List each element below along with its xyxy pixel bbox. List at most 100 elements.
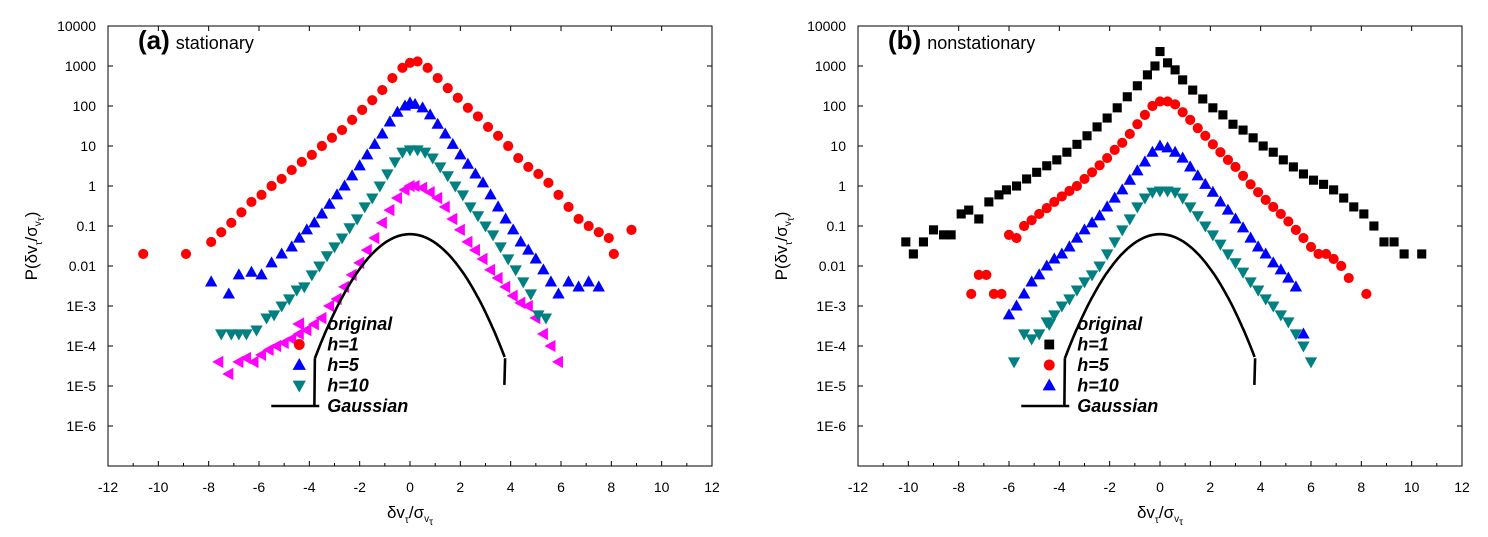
data-point <box>260 313 273 325</box>
data-point <box>1236 267 1250 279</box>
data-point <box>491 200 505 212</box>
legend-item: Gaussian <box>1021 396 1158 416</box>
data-point <box>315 207 329 219</box>
data-point <box>343 223 356 235</box>
y-tick-label: 1000 <box>65 58 96 74</box>
data-point <box>509 265 522 277</box>
data-point <box>1070 285 1084 297</box>
data-point <box>1369 221 1379 231</box>
data-point <box>390 191 402 205</box>
data-point <box>1063 240 1076 252</box>
data-point <box>212 355 224 369</box>
y-axis-label-sub2: τ <box>786 217 797 221</box>
data-point <box>1079 173 1090 185</box>
x-tick-label: 2 <box>456 479 464 495</box>
plot-frame <box>857 25 1463 467</box>
data-point <box>1108 237 1121 249</box>
series-gaussian <box>313 232 507 407</box>
y-tick-label: 1E-4 <box>66 338 96 354</box>
data-point <box>1258 141 1268 151</box>
x-tick-label: 6 <box>557 479 565 495</box>
data-point <box>1192 123 1203 134</box>
data-point <box>1245 179 1256 190</box>
data-point <box>1319 179 1329 189</box>
data-point <box>1339 193 1349 203</box>
data-point <box>1150 61 1160 71</box>
data-point <box>583 220 594 232</box>
data-point <box>1274 310 1287 322</box>
data-point <box>462 102 473 113</box>
x-tick-label: 4 <box>507 479 515 495</box>
data-point <box>283 294 296 306</box>
x-axis-label-mid: /σ <box>409 503 425 522</box>
data-point <box>1010 299 1023 311</box>
data-point <box>1184 160 1197 172</box>
data-point <box>1138 155 1152 167</box>
data-point <box>391 105 404 117</box>
y-axis-label-sub1: τ <box>34 241 45 245</box>
x-tick-label: 4 <box>1257 479 1265 495</box>
data-point <box>1177 107 1188 118</box>
x-tick-label: -6 <box>1003 479 1016 495</box>
x-tick-label: 10 <box>654 479 670 495</box>
data-point <box>521 299 533 313</box>
y-axis-label-mid: /σ <box>772 226 791 242</box>
data-point <box>1139 109 1150 120</box>
data-point <box>501 254 515 266</box>
legend-label: original <box>327 314 393 334</box>
data-point <box>1228 119 1238 129</box>
data-point <box>446 137 459 149</box>
data-point <box>1199 177 1212 189</box>
y-tick-label: 1E-5 <box>66 378 96 394</box>
data-point <box>928 225 939 235</box>
legend-marker-icon <box>1044 339 1055 350</box>
data-point <box>357 104 368 115</box>
legend-label: original <box>1077 314 1143 334</box>
legend-item: h=1 <box>1044 335 1109 355</box>
data-point <box>1259 247 1272 259</box>
data-point <box>562 275 575 287</box>
x-axis-label-main: δv <box>1137 503 1155 522</box>
series-h-1 <box>901 46 1427 259</box>
data-point <box>908 249 918 259</box>
data-point <box>216 227 227 238</box>
data-point <box>608 248 619 260</box>
y-tick-label: 1E-5 <box>816 378 846 394</box>
gaussian-curve-right-tail <box>503 358 507 385</box>
data-point <box>1093 261 1106 273</box>
data-point <box>1071 180 1083 192</box>
data-point <box>901 237 911 247</box>
data-point <box>275 247 288 259</box>
data-point <box>367 95 378 106</box>
data-point <box>1229 212 1242 224</box>
data-point <box>1064 185 1075 197</box>
data-point <box>205 275 218 287</box>
data-point <box>432 72 443 84</box>
data-point <box>422 62 433 73</box>
data-point <box>416 101 429 113</box>
legend-marker-icon <box>293 339 305 350</box>
data-point <box>1082 131 1092 141</box>
x-tick-label: 6 <box>1307 479 1315 495</box>
y-tick-label: 1E-6 <box>816 418 846 434</box>
x-axis-label-sub1: τ <box>1155 515 1159 526</box>
data-point <box>1278 155 1288 165</box>
data-point <box>454 148 467 160</box>
data-point <box>383 203 395 217</box>
y-tick-label: 1E-3 <box>816 298 846 314</box>
data-point <box>1146 145 1159 157</box>
data-point <box>453 223 465 237</box>
data-point <box>1389 237 1399 247</box>
data-point <box>1123 173 1136 185</box>
data-point <box>1191 169 1204 181</box>
x-tick-label: 2 <box>1206 479 1214 495</box>
data-point <box>464 202 477 214</box>
data-point <box>330 188 344 200</box>
legend-label: h=1 <box>327 335 359 355</box>
data-point <box>471 211 485 223</box>
legend-label: Gaussian <box>327 396 408 416</box>
legend-label: h=10 <box>327 376 369 396</box>
data-point <box>1146 187 1159 199</box>
data-point <box>305 270 319 282</box>
data-point <box>966 288 977 300</box>
